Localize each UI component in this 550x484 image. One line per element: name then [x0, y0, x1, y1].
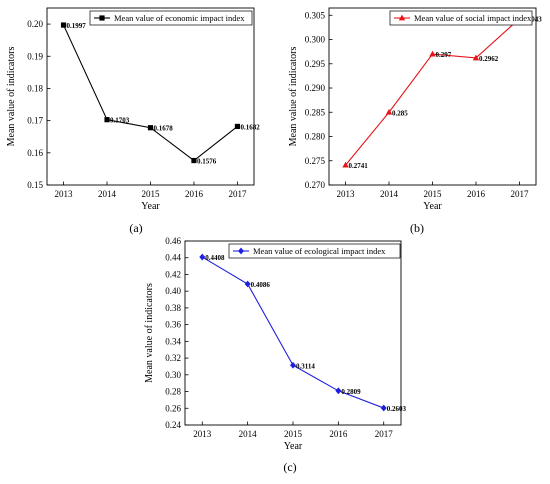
data-label: 0.1703 [110, 117, 130, 125]
data-point-marker [472, 54, 480, 61]
data-label: 0.2603 [387, 405, 407, 413]
y-tick-label: 0.28 [165, 387, 181, 397]
legend-marker [398, 14, 406, 21]
series-line [63, 24, 238, 162]
panel-label: (b) [410, 221, 424, 235]
data-point-marker [147, 125, 154, 131]
legend-marker [238, 247, 244, 255]
data-label: 0.4408 [205, 254, 225, 262]
plot-frame [328, 7, 537, 186]
y-tick-label: 0.42 [165, 269, 181, 279]
x-tick-label: 2017 [510, 189, 529, 199]
y-axis-title: Mean value of indicators [288, 47, 299, 147]
y-tick-label: 0.295 [305, 59, 326, 69]
data-label: 0.1682 [240, 123, 260, 131]
data-point-marker [335, 387, 342, 395]
data-label: 0.2809 [341, 388, 361, 396]
y-tick-label: 0.15 [27, 180, 43, 190]
data-label: 0.2741 [349, 162, 369, 170]
y-tick-label: 0.17 [27, 116, 43, 126]
legend-box [389, 10, 533, 26]
data-label: 0.2962 [479, 55, 499, 63]
series-line [345, 18, 520, 166]
x-tick-label: 2013 [337, 189, 356, 199]
data-label: 0.3114 [296, 362, 315, 370]
x-tick-label: 2015 [284, 429, 303, 439]
legend-box [228, 243, 401, 259]
x-tick-label: 2014 [98, 189, 117, 199]
x-tick-label: 2016 [329, 429, 348, 439]
y-tick-label: 0.305 [305, 10, 326, 20]
y-tick-label: 0.26 [165, 403, 181, 413]
data-label: 0.285 [392, 109, 408, 117]
data-label: 0.297 [436, 51, 452, 59]
x-tick-label: 2015 [142, 189, 161, 199]
data-point-marker [290, 361, 296, 369]
data-point-marker [429, 50, 436, 57]
y-tick-label: 0.18 [27, 83, 43, 93]
panel-label: (a) [129, 221, 142, 235]
y-tick-label: 0.30 [165, 370, 181, 380]
y-tick-label: 0.275 [305, 156, 326, 166]
y-tick-label: 0.285 [305, 107, 326, 117]
legend-label: Mean value of economic impact index [114, 13, 245, 23]
y-tick-label: 0.34 [165, 336, 181, 346]
data-point-marker [191, 157, 197, 164]
y-tick-label: 0.36 [165, 320, 181, 330]
x-tick-label: 2016 [467, 189, 486, 199]
series-line [201, 256, 384, 409]
x-tick-label: 2017 [375, 429, 394, 439]
data-label: 0.1678 [154, 125, 174, 133]
legend-marker [99, 15, 105, 21]
legend-label: Mean value of ecological impact index [253, 246, 386, 256]
x-tick-label: 2013 [55, 189, 74, 199]
x-tick-label: 2015 [424, 189, 443, 199]
chart-panel-2: 0.270 0.275 0.280 0.285 0.290 0.295 0.300 0.305… [288, 7, 542, 235]
y-tick-label: 0.46 [165, 236, 181, 246]
x-axis-title: Year [141, 201, 160, 212]
data-label: 0.4086 [251, 281, 271, 289]
y-tick-label: 0.44 [165, 253, 181, 263]
x-tick-label: 2014 [239, 429, 258, 439]
data-point-marker [342, 161, 349, 168]
data-point-marker [380, 404, 387, 412]
y-tick-label: 0.24 [165, 420, 181, 430]
y-axis-title: Mean value of indicators [144, 283, 155, 383]
data-point-marker [385, 108, 393, 115]
data-point-marker [234, 123, 241, 130]
y-tick-label: 0.40 [165, 286, 181, 296]
x-tick-label: 2016 [185, 189, 204, 199]
x-axis-title: Year [423, 201, 442, 212]
data-point-marker [199, 253, 206, 261]
x-tick-label: 2014 [380, 189, 399, 199]
y-tick-label: 0.290 [305, 83, 326, 93]
plot-frame [46, 7, 255, 186]
data-point-marker [60, 22, 67, 28]
y-tick-label: 0.32 [165, 353, 181, 363]
x-tick-label: 2017 [228, 189, 247, 199]
y-tick-label: 0.20 [27, 19, 43, 29]
y-tick-label: 0.270 [305, 180, 326, 190]
y-tick-label: 0.300 [305, 35, 326, 45]
data-label: 0.1576 [197, 158, 217, 166]
y-tick-label: 0.19 [27, 51, 43, 61]
x-tick-label: 2013 [193, 429, 212, 439]
x-axis-title: Year [284, 441, 303, 452]
data-point-marker [244, 280, 251, 288]
chart-panel-1: 0.15 0.16 0.17 0.18 0.19 0.20 2013 2014 2015 2016… [6, 7, 260, 235]
legend-box [89, 10, 253, 26]
plot-frame [184, 240, 402, 426]
data-label: 0.1997 [67, 22, 87, 30]
panel-label: (c) [283, 460, 296, 474]
chart-panel-3: 0.24 0.26 0.28 0.30 0.32 0.34 0.36 0.38 0.40 0.42… [144, 236, 406, 474]
y-tick-label: 0.16 [27, 148, 43, 158]
y-axis-title: Mean value of indicators [6, 47, 17, 147]
y-tick-label: 0.280 [305, 132, 326, 142]
data-point-marker [104, 117, 110, 123]
y-tick-label: 0.38 [165, 303, 181, 313]
legend-label: Mean value of social impact index [414, 13, 532, 23]
